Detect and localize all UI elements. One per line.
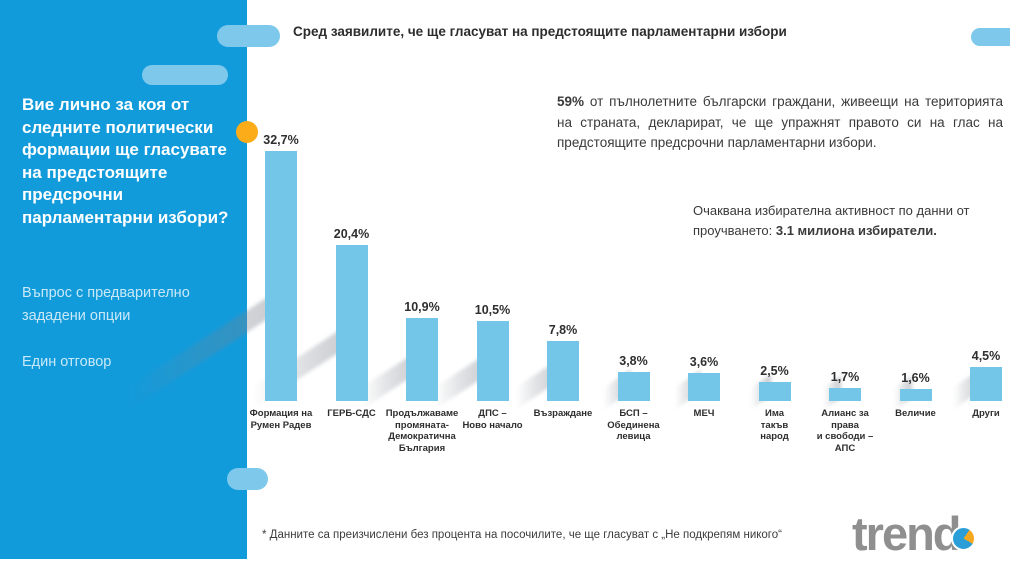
bar-column: 1,6% Величие xyxy=(876,115,956,419)
decorative-pill xyxy=(217,25,280,47)
footnote: * Данните са преизчислени без процента н… xyxy=(262,529,782,541)
bar-value-label: 20,4% xyxy=(333,227,370,241)
bar-column: 2,5% Има такъв народ xyxy=(735,115,815,442)
turnout-percentage: 59% xyxy=(557,94,585,109)
expected-turnout-value: 3.1 милиона избиратели. xyxy=(775,223,937,238)
bar xyxy=(335,245,368,401)
decorative-pill xyxy=(227,468,268,490)
survey-question: Вие лично за коя от следните политически… xyxy=(22,95,229,227)
bar xyxy=(970,367,1002,401)
bar-column: 10,9% Продължаваме промяната- Демократичн… xyxy=(362,115,462,454)
expected-turnout-paragraph: Очаквана избирателна активност по данни … xyxy=(693,201,978,241)
bar-column: 7,8% Възраждане xyxy=(516,115,603,419)
bar-column: 4,5% Други xyxy=(946,115,1010,419)
pie-chart-icon xyxy=(951,526,976,551)
bar-value-label: 4,5% xyxy=(971,349,1001,363)
bar-category-label: Продължаваме промяната- Демократична Бъл… xyxy=(385,408,459,454)
bar-column: 32,7% Формация на Румен Радев xyxy=(129,115,321,431)
bar-value-label: 3,8% xyxy=(619,354,648,368)
bar-category-label: БСП – Обединена левица xyxy=(607,408,660,442)
bar-value-label: 3,6% xyxy=(689,355,719,369)
bar-value-label: 10,5% xyxy=(474,303,511,317)
bar-category-label: ДПС – Ново начало xyxy=(462,408,523,431)
bar-category-label: Възраждане xyxy=(533,408,593,419)
bar-category-label: Величие xyxy=(895,408,936,419)
bar-value-label: 10,9% xyxy=(404,300,440,314)
bar-column: 10,5% ДПС – Ново начало xyxy=(434,115,533,431)
bar-column: 1,7% Алианс за права и свободи – АПС xyxy=(805,115,885,454)
decorative-pill xyxy=(142,65,228,85)
bar-column: 3,8% БСП – Обединена левица xyxy=(594,115,674,442)
bar-value-label: 1,6% xyxy=(901,371,930,385)
trend-logo-text: trend xyxy=(852,507,961,560)
bar-category-label: МЕЧ xyxy=(693,408,715,419)
bar-chart: 32,7% Формация на Румен Радев 20,4% ГЕРБ-СД… xyxy=(129,115,1010,455)
bar xyxy=(688,373,720,401)
bar-value-label: 7,8% xyxy=(548,323,578,337)
bar-value-label: 32,7% xyxy=(263,133,299,147)
question-type-note: Въпрос с предварително зададени опции xyxy=(22,285,190,324)
bar xyxy=(547,341,579,401)
bar-category-label: ГЕРБ-СДС xyxy=(327,408,376,419)
answer-type-note: Един отговор xyxy=(22,354,112,370)
bar xyxy=(476,321,509,401)
chart-title: Сред заявилите, че ще гласуват на предст… xyxy=(293,24,787,39)
bar-category-label: Има такъв народ xyxy=(760,408,789,442)
bar-column: 3,6% МЕЧ xyxy=(664,115,744,419)
bar-column: 20,4% ГЕРБ-СДС xyxy=(251,115,392,419)
decorative-pill xyxy=(971,28,1010,46)
bar xyxy=(758,382,791,401)
bar-value-label: 1,7% xyxy=(830,370,860,384)
bar-category-label: Алианс за права и свободи – АПС xyxy=(816,408,874,454)
bar xyxy=(829,388,861,401)
bar-category-label: Формация на Румен Радев xyxy=(249,408,313,431)
bar xyxy=(406,318,438,401)
bar xyxy=(899,389,932,401)
turnout-paragraph: 59% от пълнолетните български граждани, … xyxy=(557,92,1003,154)
bar xyxy=(617,372,650,401)
orange-dot-marker xyxy=(236,121,258,143)
turnout-paragraph-text: от пълнолетните български граждани, живе… xyxy=(557,94,1003,150)
trend-logo: trend xyxy=(852,506,1010,564)
bar xyxy=(265,151,297,401)
bar-category-label: Други xyxy=(972,408,1000,419)
sidebar-panel: Вие лично за коя от следните политически… xyxy=(0,0,247,559)
expected-turnout-text: Очаквана избирателна активност по данни … xyxy=(693,203,970,238)
bar-value-label: 2,5% xyxy=(760,364,789,378)
